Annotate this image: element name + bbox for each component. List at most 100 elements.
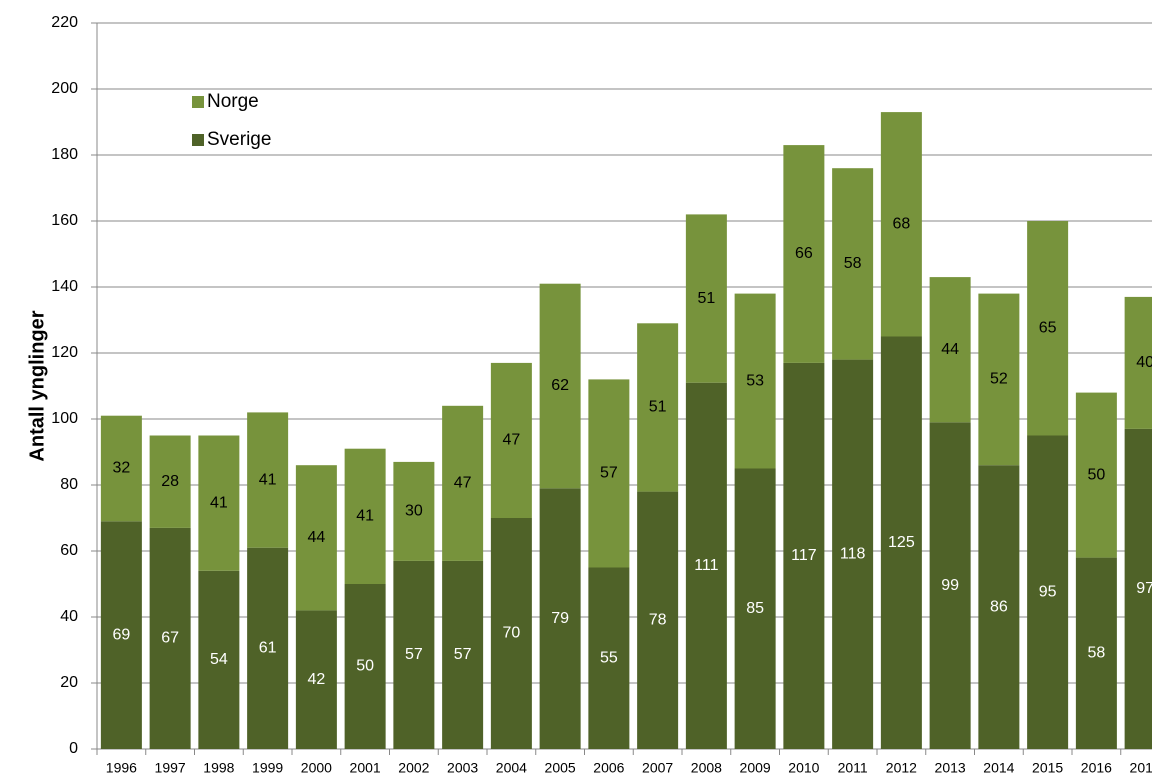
bar-segment — [685, 214, 727, 383]
legend-label: Sverige — [207, 129, 271, 150]
x-tick-label: 1998 — [203, 760, 234, 776]
y-tick-label: 60 — [60, 542, 78, 559]
bar-segment — [393, 560, 435, 749]
bar-segment — [685, 382, 727, 749]
bar-segment — [490, 518, 532, 749]
value-label: 99 — [941, 577, 959, 594]
bar-segment — [149, 435, 191, 528]
x-tick-label: 2006 — [593, 760, 624, 776]
y-tick-label: 160 — [51, 212, 78, 229]
bar-segment — [978, 465, 1020, 749]
bar-segment — [1075, 557, 1117, 749]
bar-segment — [734, 468, 776, 749]
x-tick-label: 2008 — [691, 760, 722, 776]
value-label: 40 — [1136, 354, 1152, 371]
value-label: 54 — [210, 651, 228, 668]
value-label: 70 — [502, 625, 520, 642]
bar-segment — [247, 547, 289, 749]
bar-segment — [344, 584, 386, 749]
x-tick-label: 2004 — [496, 760, 527, 776]
bar-segment — [783, 362, 825, 749]
value-label: 32 — [112, 460, 130, 477]
y-tick-label: 220 — [51, 14, 78, 31]
legend-swatch — [192, 134, 204, 146]
bar-segment — [832, 359, 874, 749]
legend-swatch — [192, 96, 204, 108]
bar-segment — [734, 293, 776, 469]
value-label: 86 — [990, 598, 1008, 615]
x-tick-label: 2017 — [1130, 760, 1152, 776]
x-tick-label: 2010 — [788, 760, 819, 776]
bar-segment — [929, 422, 971, 749]
value-label: 53 — [746, 372, 764, 389]
bar-segment — [588, 567, 630, 749]
bar-segment — [539, 283, 581, 489]
bar-segment — [929, 277, 971, 423]
bar-segment — [247, 412, 289, 548]
value-label: 51 — [697, 290, 715, 307]
x-tick-label: 2005 — [545, 760, 576, 776]
bar-segment — [198, 570, 240, 749]
value-label: 79 — [551, 610, 569, 627]
x-tick-label: 2014 — [983, 760, 1014, 776]
y-tick-label: 200 — [51, 80, 78, 97]
x-tick-label: 2015 — [1032, 760, 1063, 776]
value-label: 41 — [356, 508, 374, 525]
y-tick-label: 40 — [60, 608, 78, 625]
x-tick-label: 1996 — [106, 760, 137, 776]
value-label: 66 — [795, 245, 813, 262]
bar-segment — [1075, 392, 1117, 558]
bar-segment — [539, 488, 581, 749]
value-label: 62 — [551, 377, 569, 394]
x-tick-label: 2016 — [1081, 760, 1112, 776]
y-axis-label: Antall ynglinger — [26, 310, 48, 461]
bar-segment — [149, 527, 191, 749]
value-label: 95 — [1039, 583, 1057, 600]
value-label: 47 — [454, 475, 472, 492]
value-label: 44 — [941, 341, 959, 358]
value-label: 117 — [791, 547, 817, 564]
bar-segment — [442, 560, 484, 749]
x-tick-label: 2001 — [350, 760, 381, 776]
bar-segment — [295, 610, 337, 749]
bar-segment — [100, 415, 142, 522]
value-label: 55 — [600, 649, 618, 666]
bar-segment — [588, 379, 630, 568]
x-tick-label: 2009 — [740, 760, 771, 776]
x-tick-label: 1999 — [252, 760, 283, 776]
legend-label: Norge — [207, 91, 259, 112]
x-tick-label: 2007 — [642, 760, 673, 776]
bar-segment — [637, 323, 679, 492]
value-label: 125 — [888, 534, 915, 551]
bar-segment — [637, 491, 679, 749]
value-label: 58 — [844, 255, 862, 272]
value-label: 41 — [259, 471, 277, 488]
bar-segment — [1027, 435, 1069, 749]
x-tick-label: 2012 — [886, 760, 917, 776]
bar-segment — [198, 435, 240, 571]
bar-segment — [978, 293, 1020, 466]
value-label: 97 — [1136, 580, 1152, 597]
value-label: 68 — [892, 216, 910, 233]
value-label: 78 — [649, 612, 667, 629]
value-label: 57 — [454, 646, 472, 663]
bar-segment — [880, 336, 922, 749]
bar-segment — [100, 521, 142, 749]
value-label: 41 — [210, 494, 228, 511]
value-label: 58 — [1087, 645, 1105, 662]
y-tick-label: 140 — [51, 278, 78, 295]
value-label: 28 — [161, 473, 179, 490]
y-tick-label: 0 — [69, 740, 78, 757]
y-tick-label: 120 — [51, 344, 78, 361]
bar-segment — [1124, 428, 1152, 749]
x-tick-label: 1997 — [155, 760, 186, 776]
y-tick-label: 180 — [51, 146, 78, 163]
value-label: 69 — [112, 626, 130, 643]
value-label: 30 — [405, 503, 423, 520]
value-label: 50 — [1087, 466, 1105, 483]
y-tick-label: 20 — [60, 674, 78, 691]
bar-segment — [1124, 296, 1152, 429]
value-label: 67 — [161, 630, 179, 647]
x-tick-label: 2000 — [301, 760, 332, 776]
